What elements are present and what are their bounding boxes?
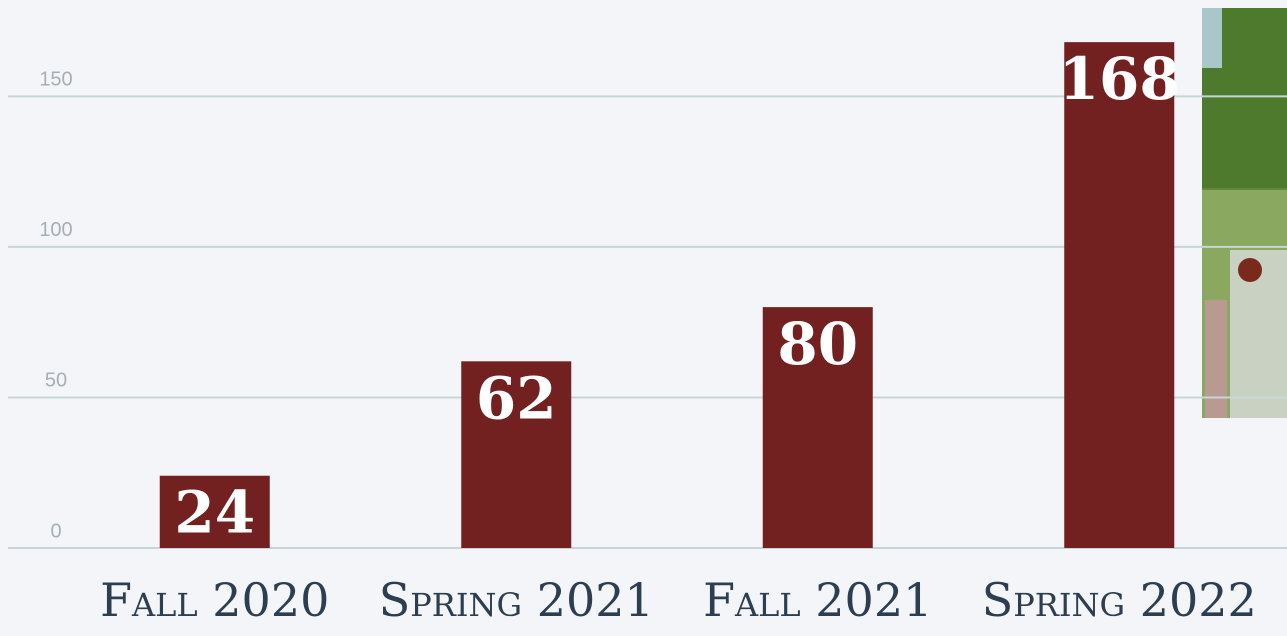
x-tick-label: Spring 2022 — [982, 573, 1257, 627]
bar — [1064, 42, 1175, 549]
value-label: 80 — [777, 310, 858, 378]
x-tick-label: Fall 2020 — [100, 573, 329, 627]
value-label: 168 — [1059, 45, 1180, 113]
value-label: 62 — [476, 364, 557, 432]
y-tick-label: 0 — [50, 520, 61, 542]
value-label: 24 — [174, 479, 255, 547]
y-tick-label: 50 — [45, 370, 67, 392]
y-tick-label: 150 — [39, 69, 72, 91]
bar — [762, 307, 873, 548]
x-tick-label: Spring 2021 — [379, 573, 654, 627]
x-tick-label: Fall 2021 — [703, 573, 932, 627]
bar — [159, 475, 270, 548]
y-tick-label: 100 — [39, 219, 72, 241]
bar — [461, 361, 572, 548]
photo — [1202, 8, 1287, 418]
